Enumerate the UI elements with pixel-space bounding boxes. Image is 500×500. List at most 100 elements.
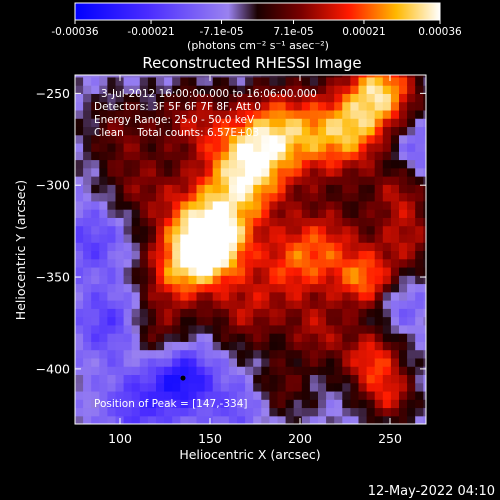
heatmap-cell (342, 209, 351, 218)
heatmap-cell (285, 151, 295, 161)
heatmap-cell (188, 76, 198, 86)
heatmap-cell (123, 225, 133, 235)
heatmap-cell (423, 85, 426, 94)
heatmap-cell (318, 200, 327, 210)
heatmap-cell (245, 118, 254, 128)
heatmap-cell (91, 225, 100, 235)
heatmap-cell (399, 316, 408, 326)
heatmap-cell (172, 134, 181, 144)
heatmap-cell (334, 217, 343, 227)
heatmap-cell (318, 209, 327, 218)
heatmap-cell (277, 415, 287, 424)
heatmap-cell (382, 151, 392, 161)
x-tick-label: 100 (108, 431, 132, 446)
heatmap-cell (139, 85, 149, 94)
heatmap-cell (139, 324, 149, 334)
heatmap-cell (164, 101, 173, 111)
heatmap-cell (366, 316, 376, 326)
heatmap-cell (269, 308, 279, 318)
heatmap-cell (358, 167, 368, 177)
heatmap-cell (358, 407, 368, 417)
heatmap-cell (228, 258, 238, 268)
heatmap-cell (156, 176, 165, 185)
y-tick-label: −350 (36, 270, 70, 285)
heatmap-cell (407, 366, 416, 376)
heatmap-cell (253, 242, 262, 252)
heatmap-cell (99, 308, 108, 318)
heatmap-cell (91, 341, 100, 351)
heatmap-cell (358, 93, 368, 103)
heatmap-cell (237, 76, 246, 86)
heatmap-cell (277, 390, 287, 400)
heatmap-cell (164, 242, 173, 252)
heatmap-cell (237, 134, 246, 144)
heatmap-cell (342, 333, 351, 342)
heatmap-cell (83, 407, 92, 417)
heatmap-cell (334, 184, 343, 194)
heatmap-cell (423, 390, 426, 400)
heatmap-cell (366, 217, 376, 227)
heatmap-cell (196, 142, 206, 152)
heatmap-cell (83, 109, 92, 119)
heatmap-cell (75, 200, 84, 210)
heatmap-cell (374, 93, 384, 103)
heatmap-cell (334, 324, 343, 334)
heatmap-cell (75, 167, 84, 177)
heatmap-cell (204, 366, 214, 376)
heatmap-cell (172, 233, 181, 243)
heatmap-cell (285, 225, 295, 235)
heatmap-cell (309, 167, 319, 177)
heatmap-cell (220, 374, 230, 384)
heatmap-cell (350, 126, 360, 136)
heatmap-cell (180, 142, 189, 152)
heatmap-cell (83, 118, 92, 128)
heatmap-cell (91, 167, 100, 177)
heatmap-cell (204, 142, 214, 152)
heatmap-cell (261, 250, 270, 260)
heatmap-cell (366, 76, 376, 86)
heatmap-cell (285, 374, 295, 384)
heatmap-cell (318, 167, 327, 177)
heatmap-cell (423, 250, 426, 260)
heatmap-cell (204, 341, 214, 351)
heatmap-cell (293, 390, 303, 400)
peak-marker (180, 375, 186, 381)
heatmap-cell (415, 415, 424, 424)
heatmap-cell (172, 258, 181, 268)
heatmap-cell (293, 101, 303, 111)
heatmap-cell (350, 93, 360, 103)
heatmap-cell (139, 316, 149, 326)
heatmap-cell (309, 357, 319, 367)
heatmap-cell (204, 118, 214, 128)
heatmap-cell (399, 75, 408, 78)
heatmap-cell (301, 324, 311, 334)
heatmap-cell (228, 184, 238, 194)
heatmap-cell (285, 126, 295, 136)
heatmap-cell (180, 93, 189, 103)
heatmap-cell (309, 250, 319, 260)
heatmap-cell (237, 341, 246, 351)
heatmap-cell (399, 266, 408, 276)
heatmap-cell (309, 75, 319, 78)
heatmap-cell (220, 407, 230, 417)
heatmap-cell (285, 242, 295, 252)
heatmap-cell (407, 233, 416, 243)
heatmap-cell (107, 184, 117, 194)
heatmap-cell (399, 200, 408, 210)
heatmap-cell (188, 283, 198, 293)
heatmap-cell (253, 357, 262, 367)
heatmap-cell (366, 349, 376, 359)
heatmap-cell (261, 118, 270, 128)
heatmap-cell (309, 258, 319, 268)
heatmap-cell (99, 75, 108, 78)
heatmap-cell (261, 109, 270, 119)
heatmap-cell (374, 76, 384, 86)
heatmap-cell (188, 390, 198, 400)
heatmap-cell (390, 217, 400, 227)
heatmap-cell (342, 192, 351, 202)
heatmap-cell (164, 415, 173, 424)
heatmap-cell (415, 316, 424, 326)
heatmap-cell (164, 233, 173, 243)
heatmap-cell (75, 151, 84, 161)
heatmap-cell (366, 407, 376, 417)
